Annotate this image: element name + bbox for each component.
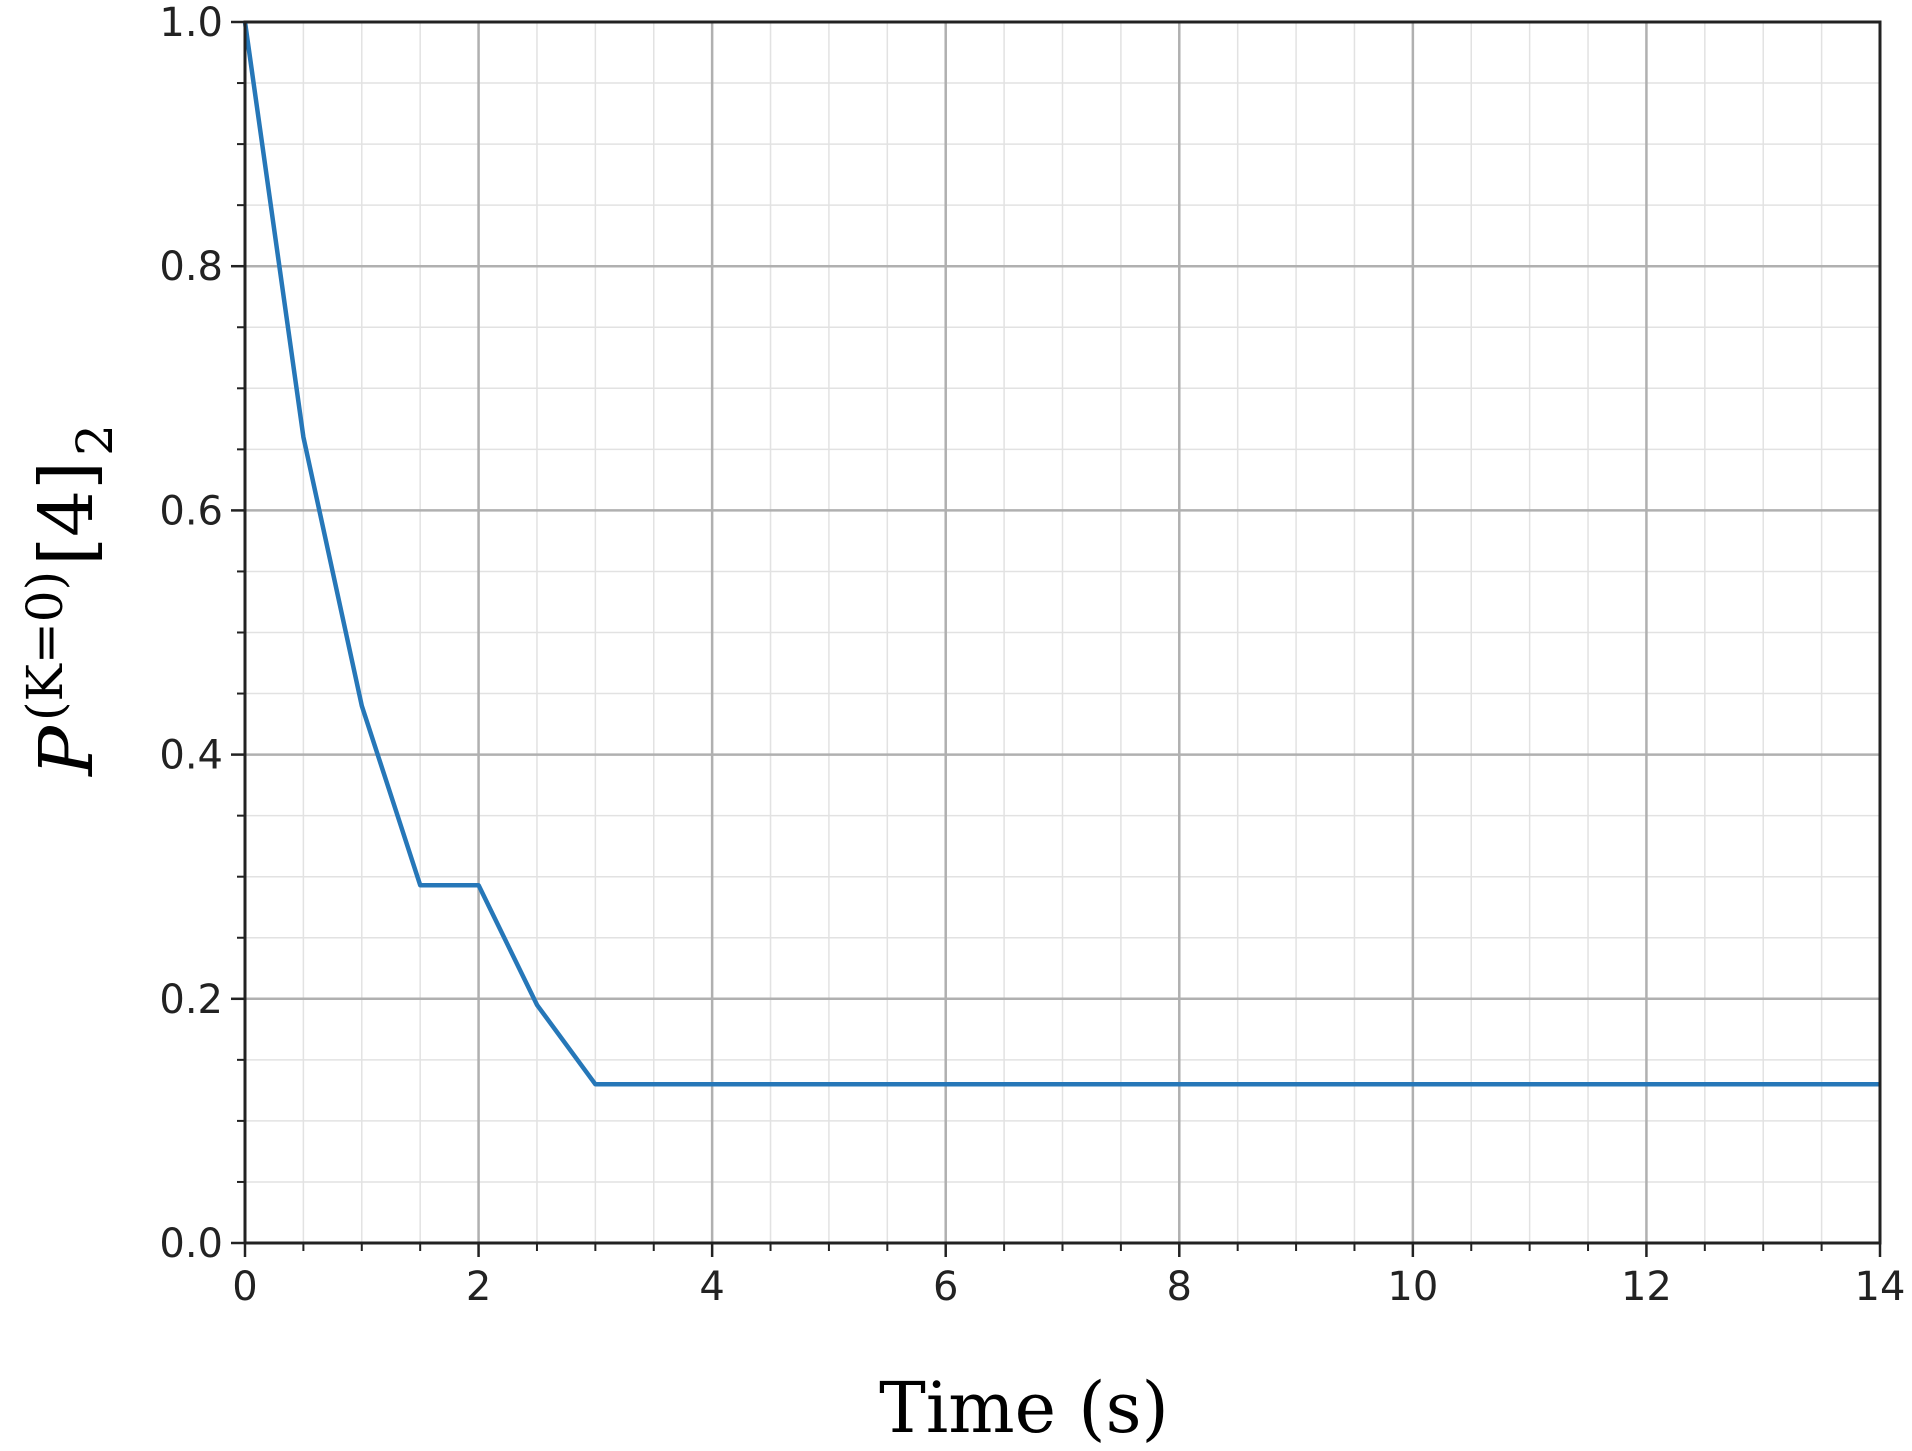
x-tick-label: 14 [1855, 1264, 1906, 1310]
minor-grid [245, 22, 1880, 1243]
y-tick-label: 0.8 [159, 244, 223, 290]
tick-labels: 0 2 4 6 8 10 12 14 0.0 0.2 0.4 0.6 0.8 1.0 [159, 0, 1905, 1310]
y-tick-label: 0.0 [159, 1221, 223, 1267]
x-tick-label: 0 [232, 1264, 257, 1310]
x-tick-label: 4 [699, 1264, 724, 1310]
y-label-body: [4] [24, 461, 110, 566]
y-label-main: P [24, 725, 110, 778]
x-tick-label: 10 [1387, 1264, 1438, 1310]
svg-text:P (K=0) [4]: P (K=0) [4] 2 [16, 424, 124, 778]
y-tick-label: 0.2 [159, 977, 223, 1023]
x-tick-label: 6 [933, 1264, 958, 1310]
x-tick-label: 12 [1621, 1264, 1672, 1310]
x-tick-label: 8 [1167, 1264, 1192, 1310]
series-line [242, 21, 1880, 1087]
y-label-superscript: (K=0) [16, 571, 74, 721]
y-tick-label: 1.0 [159, 0, 223, 46]
y-tick-label: 0.6 [159, 488, 223, 534]
y-label-subscript: 2 [66, 424, 124, 456]
y-axis-label: P (K=0) [4] 2 [16, 424, 124, 778]
series-layer [242, 21, 1880, 1087]
axis-ticks [231, 20, 1882, 1257]
x-axis-label: Time (s) [879, 1367, 1169, 1449]
x-tick-label: 2 [466, 1264, 491, 1310]
y-tick-label: 0.4 [159, 733, 223, 779]
